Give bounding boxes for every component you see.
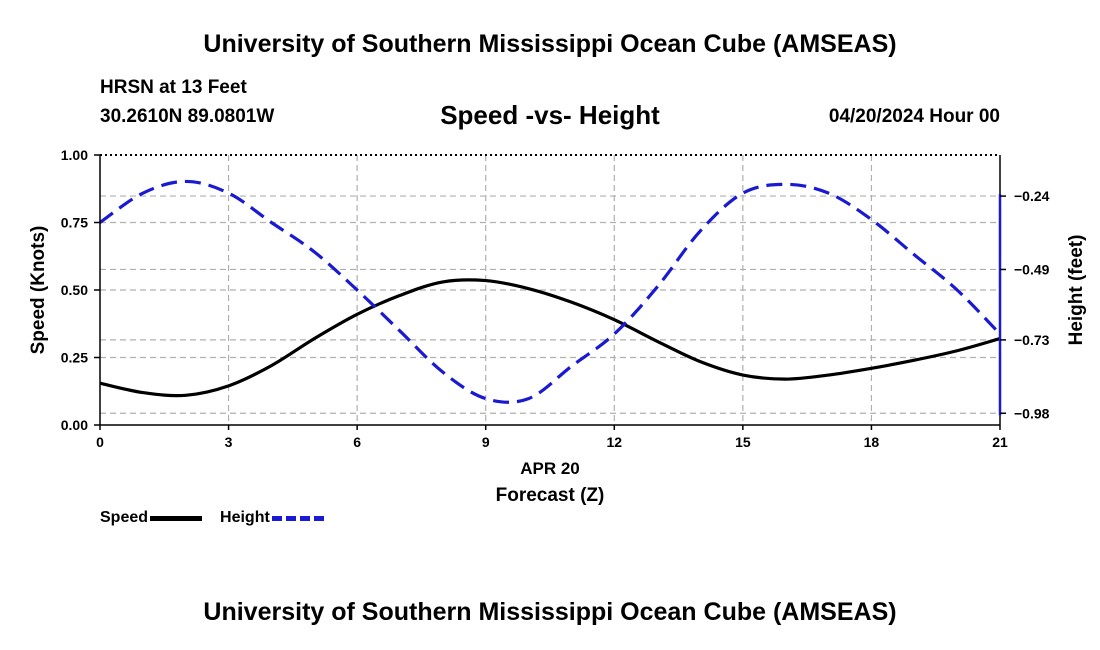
x-tick-label-6: 6 <box>353 434 361 450</box>
legend-item-height: Height <box>220 509 324 527</box>
x-tick-label-12: 12 <box>606 434 622 450</box>
y-right-tick-label-2: −0.73 <box>1014 332 1050 348</box>
y-left-axis-title: Speed (Knots) <box>28 226 49 355</box>
series-line-height <box>99 179 1002 404</box>
y-left-tick-label-0: 0.00 <box>61 417 88 433</box>
legend-height-label: Height <box>220 509 270 526</box>
y-left-tick-label-3: 0.75 <box>61 215 88 231</box>
legend-speed-swatch <box>150 515 203 521</box>
axes-layer <box>94 154 1006 430</box>
chart-subtitle: Speed -vs- Height <box>440 100 660 130</box>
x-tick-label-18: 18 <box>864 434 880 450</box>
y-left-tick-label-1: 0.25 <box>61 350 88 366</box>
y-right-tick-label-3: −0.98 <box>1014 405 1050 421</box>
forecast-datetime: 04/20/2024 Hour 00 <box>828 106 1000 127</box>
legend-item-speed: Speed <box>100 509 203 527</box>
series-line-speed <box>99 278 1001 398</box>
x-tick-label-0: 0 <box>96 434 104 450</box>
x-date-label: APR 20 <box>520 459 580 478</box>
main-title: University of Southern Mississippi Ocean… <box>203 30 897 58</box>
legend-height-swatch <box>271 515 324 521</box>
x-tick-label-15: 15 <box>735 434 751 450</box>
x-tick-label-21: 21 <box>992 434 1008 450</box>
y-right-tick-label-0: −0.24 <box>1014 188 1050 204</box>
y-left-tick-label-4: 1.00 <box>61 147 88 163</box>
y-right-tick-label-1: −0.49 <box>1014 261 1050 277</box>
label-layer: 0 3 6 9 12 15 18 21 0.00 0.25 0.50 0.75 1.00 −0.24 −0.… <box>28 147 1087 506</box>
legend: Speed Height <box>100 509 342 527</box>
x-tick-label-9: 9 <box>482 434 490 450</box>
y-right-axis-title: Height (feet) <box>1066 235 1087 346</box>
coordinates-label: 30.2610N 89.0801W <box>100 106 275 127</box>
legend-speed-label: Speed <box>100 509 149 526</box>
x-tick-label-3: 3 <box>225 434 233 450</box>
series-layer <box>99 179 1002 404</box>
footer-title: University of Southern Mississippi Ocean… <box>203 598 897 626</box>
x-axis-title: Forecast (Z) <box>496 485 605 506</box>
y-left-tick-label-2: 0.50 <box>61 282 88 298</box>
station-label: HRSN at 13 Feet <box>100 77 247 98</box>
